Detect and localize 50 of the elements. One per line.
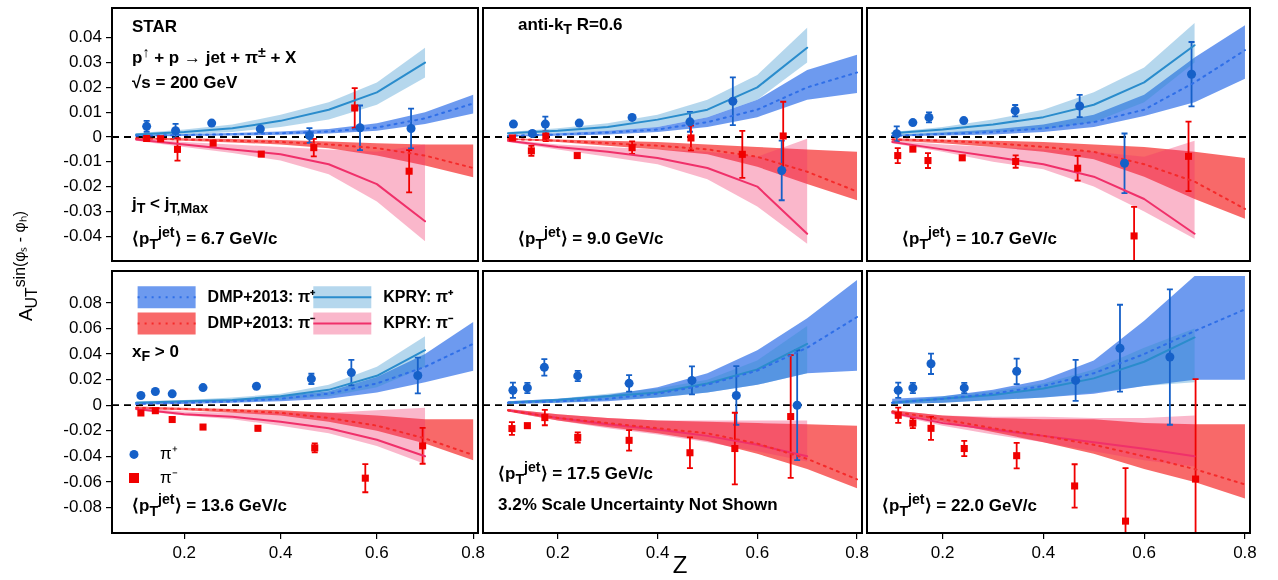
y-tick-label: -0.02 [63,176,102,196]
x-tick-label: 0.4 [1031,542,1056,562]
y-tick-label: 0.02 [68,77,102,97]
y-tick-label: -0.03 [63,201,102,221]
y-tick-label: 0.01 [68,101,102,121]
annotation: j$_{T}$ < j$_{T,Max}$ [132,193,209,219]
x-tick-label: 0.6 [365,542,389,562]
y-tick-label: -0.04 [63,446,102,465]
y-tick-label: 0.04 [68,343,102,363]
y-tick-label: 0 [92,126,102,146]
annotation: √s = 200 GeV [132,73,238,93]
legend-label: DMP+2013: π⁺ [207,287,317,305]
annotation: p$^{↑}$ + p → jet + π$^{±}$ + X [132,42,297,69]
y-tick-label: -0.06 [63,471,102,491]
x-tick-label: 0.4 [268,542,293,562]
y-tick-label: 0.03 [68,52,102,72]
y-tick-label: 0.04 [68,27,102,47]
annotation: ⟨p$_{T}$$^{jet}$⟩ = 10.7 GeV/c [902,223,1057,254]
annotation: ⟨p$_{T}$$^{jet}$⟩ = 13.6 GeV/c [132,490,287,521]
x-tick-label: 0.8 [1233,542,1257,562]
legend-label: π⁻ [160,467,178,487]
legend-label: DMP+2013: π⁻ [207,313,317,331]
legend-label: KPRY: π⁺ [383,287,454,305]
annotation: ⟨p$_{T}$$^{jet}$⟩ = 9.0 GeV/c [518,223,664,254]
y-tick-label: -0.04 [63,225,102,245]
x-axis-title: Z [672,551,688,578]
y-tick-label: -0.01 [63,151,102,171]
annotation: ⟨p$_{T}$$^{jet}$⟩ = 22.0 GeV/c [882,490,1037,521]
y-tick-label: 0.06 [68,318,102,338]
x-tick-label: 0.2 [172,542,197,562]
legend-label: KPRY: π⁻ [383,313,454,331]
x-tick-label: 0.6 [745,542,770,562]
legend-label: π⁺ [160,444,178,464]
annotation: ⟨p$_{T}$$^{jet}$⟩ = 17.5 GeV/c [498,458,653,489]
annotation: anti-k$_{T}$ R=0.6 [518,14,623,40]
x-tick-label: 0.2 [930,542,955,562]
y-tick-label: -0.02 [63,420,102,440]
x-tick-label: 0.2 [545,542,570,562]
annotation: ⟨p$_{T}$$^{jet}$⟩ = 6.7 GeV/c [132,223,278,254]
annotation: STAR [132,17,178,37]
x-tick-label: 0.4 [645,542,670,562]
x-tick-label: 0.8 [461,542,485,562]
y-tick-label: -0.08 [63,497,102,517]
annotation: 3.2% Scale Uncertainty Not Shown [498,495,778,515]
x-tick-label: 0.6 [1132,542,1156,562]
y-tick-label: 0 [92,394,102,414]
x-tick-label: 0.8 [845,542,869,562]
annotation: x$_{F}$ > 0 [132,341,179,367]
y-tick-label: 0.02 [68,369,102,389]
y-tick-label: 0.08 [68,292,102,312]
